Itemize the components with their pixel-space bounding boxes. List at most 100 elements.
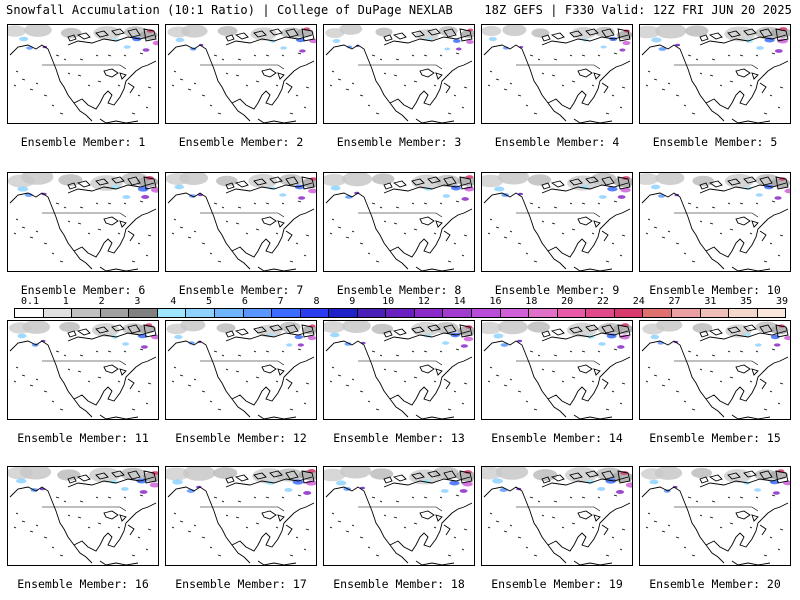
lake-outline [137,94,141,97]
snow-patch [20,467,52,480]
lake-outline [463,382,468,385]
snow-patch [24,25,52,37]
lake-outline [379,500,383,503]
coastline [167,330,315,419]
lake-outline [77,74,82,77]
north-america-map [482,467,632,565]
lake-outline [237,500,242,503]
lake-outline [683,546,687,549]
arctic-island [459,324,473,338]
snow-patch [495,467,529,480]
snow-patch [455,47,462,51]
lake-outline [131,260,136,263]
snow-patch [438,26,458,36]
arctic-island [743,470,757,478]
snow-patch [22,321,51,334]
snow-patch [141,195,150,199]
lake-outline [67,514,71,517]
colorbar-swatch [586,309,615,317]
snowfall-shading [8,173,158,199]
lake-outline [727,350,731,353]
lake-outline [123,202,127,205]
lake-outline [719,232,723,235]
lake-outline [55,202,60,205]
arctic-island [759,324,773,334]
lake-outline [367,546,371,549]
lake-outline [739,350,744,353]
lake-outline [201,94,206,97]
snow-patch [442,341,450,345]
lake-outline [453,94,457,97]
lake-outline [691,260,696,263]
snow-patch [354,191,360,195]
lake-outline [379,58,383,61]
arctic-island [111,470,125,478]
snow-patch [754,469,778,481]
lake-outline [351,230,355,233]
lake-outline [359,390,364,393]
colorbar-swatch [443,309,472,317]
lake-outline [367,400,371,403]
colorbar-swatch [300,309,330,317]
snow-patch [444,47,451,51]
arctic-island [111,176,125,184]
arctic-island [76,32,91,40]
lake-outline [79,206,84,209]
snow-patch [598,342,606,346]
snow-patch [344,342,352,346]
north-america-map [8,321,158,419]
lake-outline [295,536,299,539]
lake-outline [245,380,249,383]
lake-outline [667,82,671,85]
lake-outline [187,236,192,239]
lake-outline [193,230,197,233]
arctic-island [727,178,741,186]
arctic-island [225,330,235,338]
arctic-island [269,28,283,36]
coastline [167,476,315,565]
country-border [42,360,127,366]
lake-outline [245,526,249,529]
arctic-island [541,182,551,190]
lake-outline [591,84,595,87]
snow-patch [17,333,27,339]
colorbar-tick-label: 0.1 [20,296,40,307]
arctic-island [301,470,315,484]
lake-outline [675,242,680,245]
lake-outline [295,242,299,245]
arctic-island [234,328,249,336]
lake-outline [571,522,576,525]
lake-outline [509,230,513,233]
snow-patch [324,468,346,482]
colorbar-tick-label: 18 [525,296,538,307]
lake-outline [297,200,302,203]
colorbar-tick-label: 9 [349,296,356,307]
great-lakes [735,510,759,522]
colorbar-tick-label: 5 [206,296,213,307]
lake-outline [525,104,529,107]
colorbar-swatch [472,309,501,317]
lake-outline [173,218,177,221]
lake-outline [351,524,355,527]
lake-outline [275,84,279,87]
snow-patch [181,25,208,38]
lake-outline [647,512,651,515]
snow-patch [692,323,713,333]
lake-outline [237,354,242,357]
lake-outline [51,546,55,549]
lake-outline [145,548,149,551]
lake-outline [695,500,699,503]
lake-outline [209,400,213,403]
arctic-island [775,28,789,42]
lake-outline [619,402,623,405]
north-america-map [640,25,790,123]
lake-outline [297,52,302,55]
lake-outline [13,84,17,87]
colorbar-tick-label: 12 [417,296,430,307]
lake-outline [35,230,39,233]
lake-outline [29,530,34,533]
lake-outline [123,350,127,353]
arctic-island [392,180,407,188]
arctic-island [617,324,631,338]
colorbar-tick-label: 31 [704,296,717,307]
